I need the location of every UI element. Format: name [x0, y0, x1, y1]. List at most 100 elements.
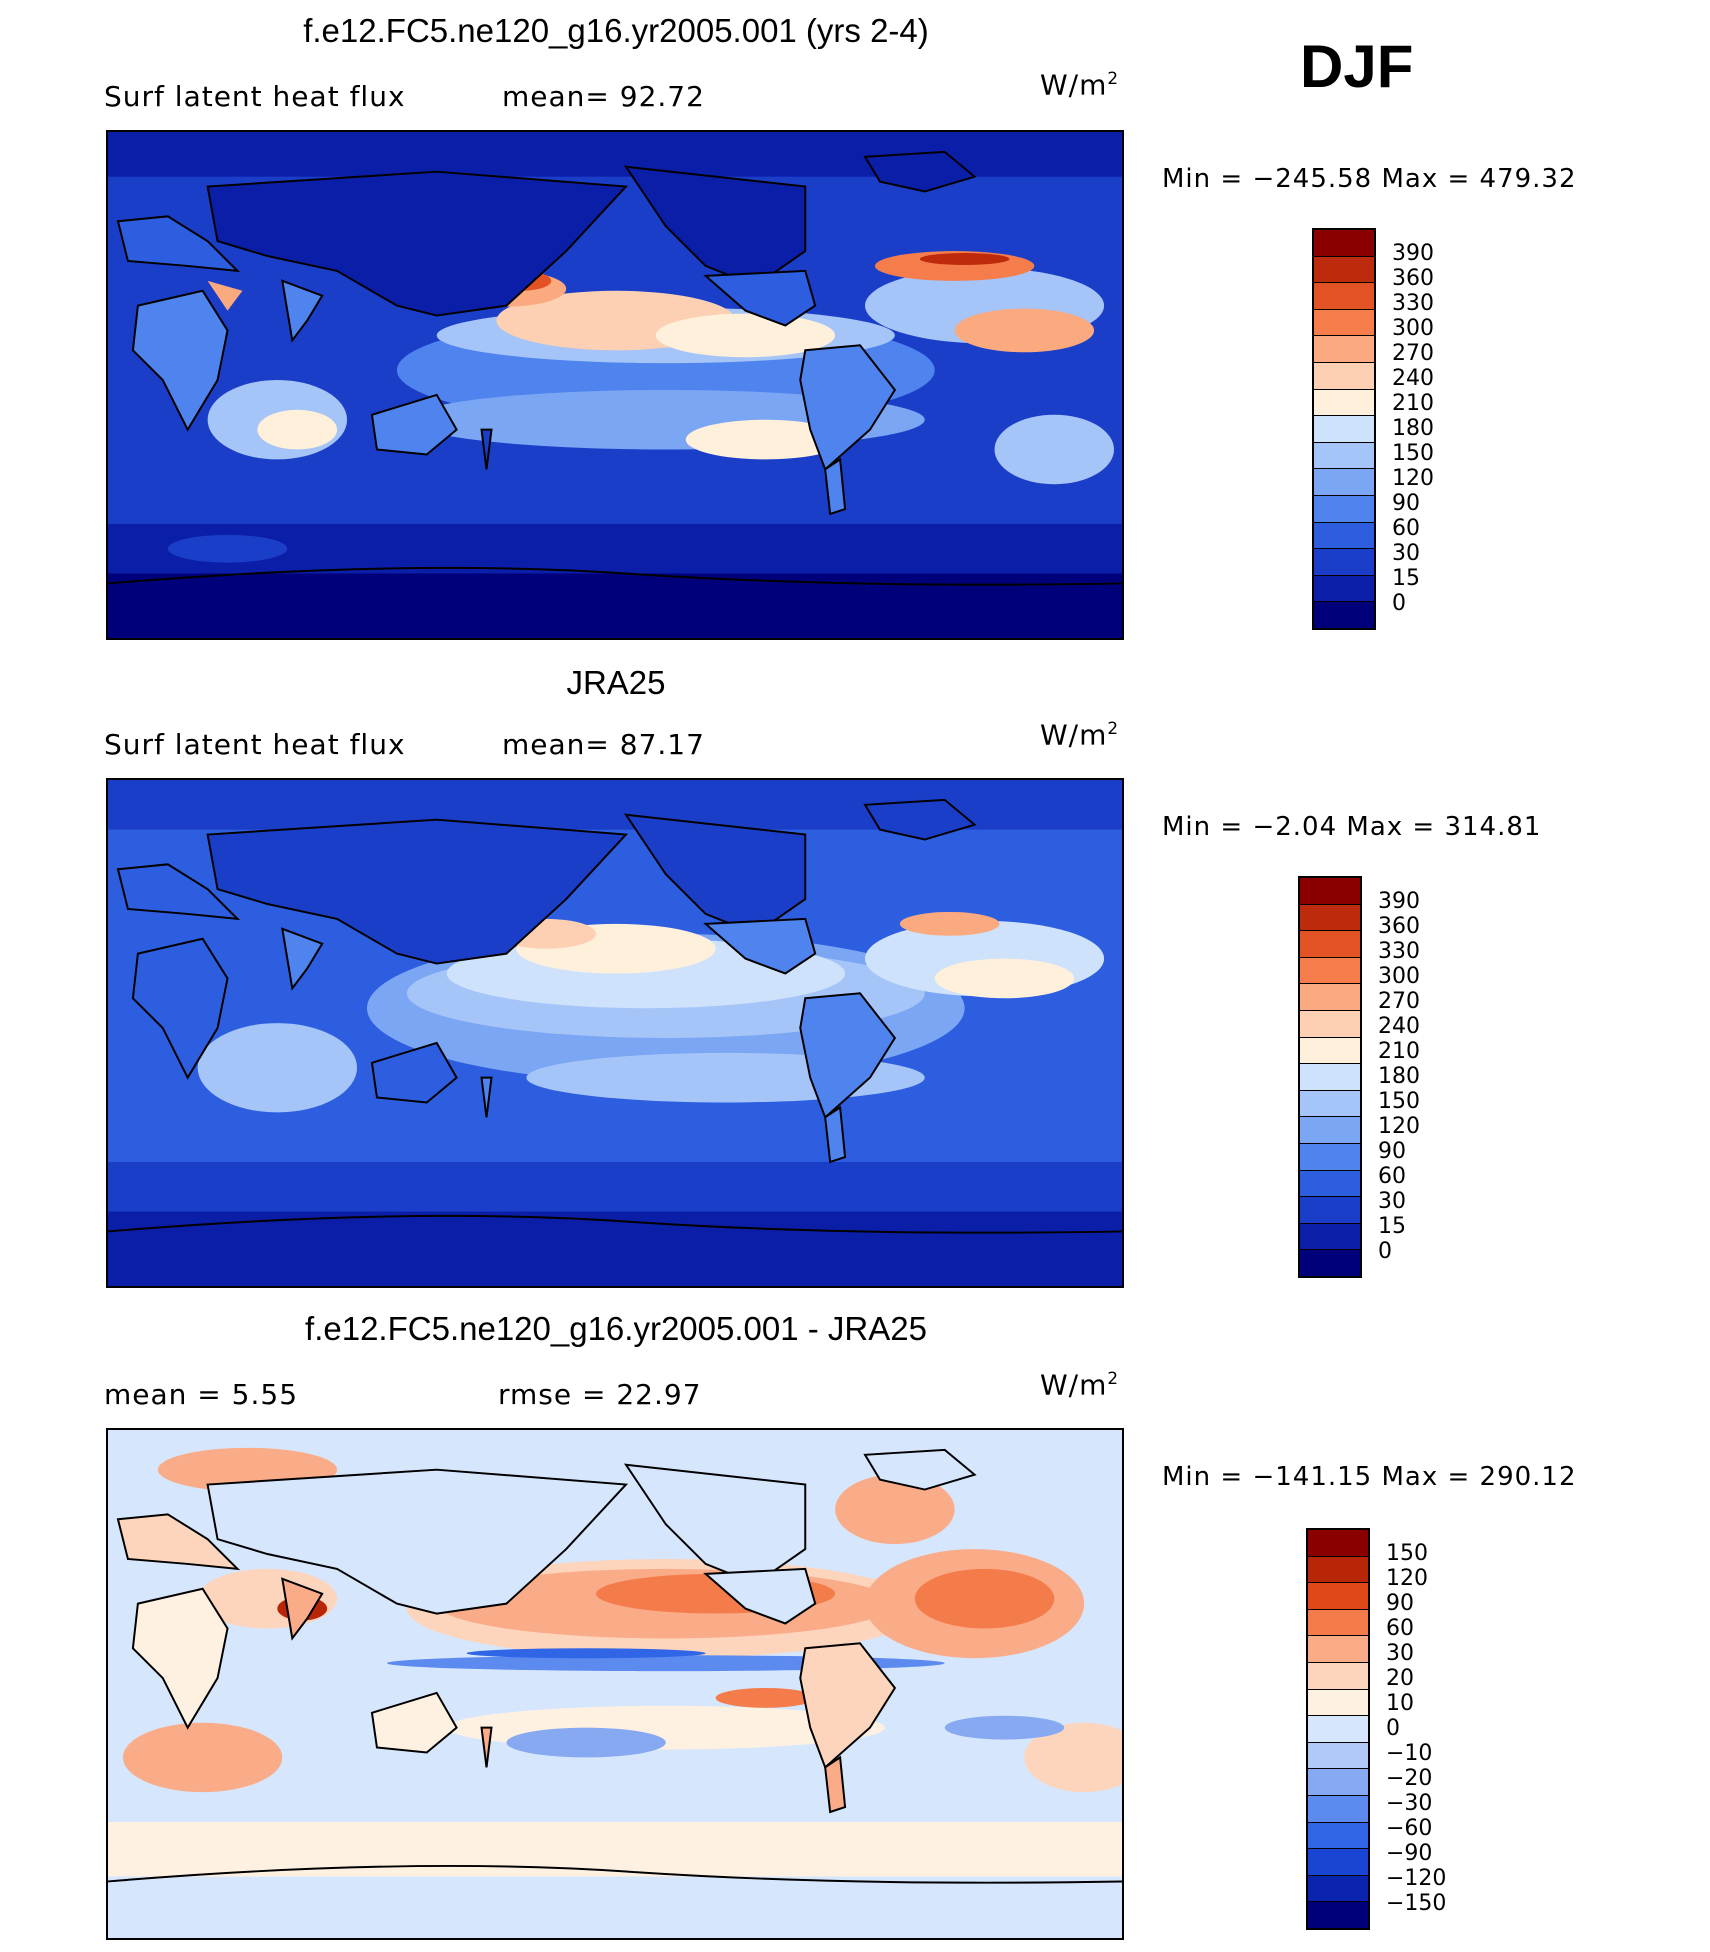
panel-2-title: JRA25	[566, 664, 666, 701]
colorbar-tick-label: 240	[1378, 1014, 1420, 1039]
colorbar-tick-label: −30	[1386, 1791, 1433, 1816]
colorbar-segment	[1308, 1875, 1368, 1903]
colorbar-segment	[1308, 1795, 1368, 1823]
colorbar-tick-label: 60	[1386, 1616, 1414, 1641]
panel-3-mean-label: mean = 5.55	[104, 1378, 299, 1411]
panel-2-colorbar	[1298, 876, 1362, 1278]
colorbar-tick-label: 0	[1392, 591, 1406, 616]
panel-3-rmse-label: rmse = 22.97	[498, 1378, 702, 1411]
colorbar-segment	[1300, 1117, 1360, 1144]
colorbar-segment	[1308, 1609, 1368, 1637]
panel-2-map-svg	[108, 780, 1122, 1286]
panel-1-units: W/m2	[1040, 68, 1120, 102]
panel-2-units: W/m2	[1040, 718, 1120, 752]
panel-1-variable-label: Surf latent heat flux	[104, 80, 406, 113]
panel-2-mean-label: mean= 87.17	[502, 728, 705, 761]
colorbar-segment	[1308, 1769, 1368, 1796]
colorbar-segment	[1300, 984, 1360, 1011]
colorbar-segment	[1314, 495, 1374, 523]
colorbar-tick-label: 10	[1386, 1691, 1414, 1716]
colorbar-segment	[1314, 549, 1374, 576]
panel-1-minmax: Min = −245.58 Max = 479.32	[1162, 164, 1577, 194]
colorbar-tick-label: 150	[1392, 441, 1434, 466]
panel-3-map	[106, 1428, 1124, 1940]
colorbar-segment	[1314, 283, 1374, 310]
colorbar-tick-label: 90	[1386, 1591, 1414, 1616]
colorbar-tick-label: 30	[1378, 1189, 1406, 1214]
colorbar-segment	[1314, 442, 1374, 470]
colorbar-tick-label: 90	[1392, 491, 1420, 516]
colorbar-tick-label: 240	[1392, 366, 1434, 391]
colorbar-tick-label: 210	[1392, 391, 1434, 416]
colorbar-segment	[1314, 389, 1374, 417]
colorbar-segment	[1308, 1556, 1368, 1584]
colorbar-tick-label: 0	[1386, 1716, 1400, 1741]
colorbar-segment	[1308, 1849, 1368, 1876]
colorbar-tick-label: −60	[1386, 1816, 1433, 1841]
colorbar-tick-label: −20	[1386, 1766, 1433, 1791]
colorbar-tick-label: 270	[1392, 341, 1434, 366]
colorbar-segment	[1308, 1822, 1368, 1850]
colorbar-segment	[1308, 1636, 1368, 1663]
panel-3-colorbar	[1306, 1528, 1370, 1930]
panel-3-map-svg	[108, 1430, 1122, 1938]
colorbar-segment	[1300, 1090, 1360, 1118]
colorbar-tick-label: 300	[1378, 964, 1420, 989]
colorbar-tick-label: 20	[1386, 1666, 1414, 1691]
panel-3-units: W/m2	[1040, 1368, 1120, 1402]
panel-1-mean-label: mean= 92.72	[502, 80, 705, 113]
colorbar-tick-label: 180	[1392, 416, 1434, 441]
colorbar-tick-label: 330	[1378, 939, 1420, 964]
panel-3-minmax: Min = −141.15 Max = 290.12	[1162, 1462, 1577, 1492]
colorbar-tick-label: −120	[1386, 1866, 1447, 1891]
colorbar-tick-label: 390	[1392, 241, 1434, 266]
colorbar-tick-label: 0	[1378, 1239, 1392, 1264]
colorbar-segment	[1314, 230, 1374, 257]
panel-1-colorbar	[1312, 228, 1376, 630]
colorbar-tick-label: 90	[1378, 1139, 1406, 1164]
panel-1-title: f.e12.FC5.ne120_g16.yr2005.001 (yrs 2-4)	[303, 12, 929, 49]
colorbar-segment	[1300, 1010, 1360, 1038]
colorbar-tick-label: 390	[1378, 889, 1420, 914]
colorbar-tick-label: 180	[1378, 1064, 1420, 1089]
colorbar-segment	[1300, 957, 1360, 985]
colorbar-segment	[1308, 1530, 1368, 1557]
panel-2-map	[106, 778, 1124, 1288]
colorbar-tick-label: 330	[1392, 291, 1434, 316]
colorbar-segment	[1314, 256, 1374, 284]
colorbar-tick-label: −10	[1386, 1741, 1433, 1766]
colorbar-segment	[1300, 1064, 1360, 1091]
panel-1-map-svg	[108, 132, 1122, 638]
colorbar-tick-label: 360	[1392, 266, 1434, 291]
colorbar-segment	[1314, 362, 1374, 390]
colorbar-segment	[1314, 575, 1374, 603]
season-label: DJF	[1300, 33, 1414, 100]
panel-2-variable-label: Surf latent heat flux	[104, 728, 406, 761]
panel-3-title: f.e12.FC5.ne120_g16.yr2005.001 - JRA25	[305, 1310, 927, 1347]
colorbar-segment	[1308, 1742, 1368, 1770]
colorbar-segment	[1300, 1170, 1360, 1198]
colorbar-segment	[1314, 309, 1374, 337]
colorbar-segment	[1314, 416, 1374, 443]
colorbar-segment	[1314, 522, 1374, 550]
colorbar-tick-label: 30	[1392, 541, 1420, 566]
colorbar-tick-label: 120	[1378, 1114, 1420, 1139]
colorbar-segment	[1308, 1902, 1368, 1928]
colorbar-segment	[1308, 1716, 1368, 1743]
colorbar-segment	[1300, 1223, 1360, 1251]
colorbar-tick-label: 150	[1378, 1089, 1420, 1114]
colorbar-tick-label: −150	[1386, 1891, 1447, 1916]
colorbar-segment	[1300, 904, 1360, 932]
colorbar-tick-label: 60	[1378, 1164, 1406, 1189]
colorbar-segment	[1300, 878, 1360, 905]
colorbar-segment	[1300, 1197, 1360, 1224]
colorbar-tick-label: 210	[1378, 1039, 1420, 1064]
colorbar-segment	[1300, 931, 1360, 958]
colorbar-tick-label: 15	[1392, 566, 1420, 591]
colorbar-segment	[1314, 469, 1374, 496]
colorbar-segment	[1300, 1250, 1360, 1276]
colorbar-tick-label: 360	[1378, 914, 1420, 939]
colorbar-tick-label: 120	[1392, 466, 1434, 491]
colorbar-tick-label: 30	[1386, 1641, 1414, 1666]
colorbar-tick-label: 150	[1386, 1541, 1428, 1566]
